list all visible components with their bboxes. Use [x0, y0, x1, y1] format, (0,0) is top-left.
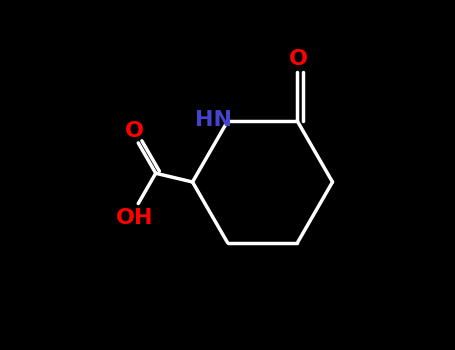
Text: HN: HN	[195, 110, 232, 130]
Text: O: O	[125, 121, 143, 141]
Text: O: O	[289, 49, 308, 69]
Text: OH: OH	[116, 208, 153, 228]
